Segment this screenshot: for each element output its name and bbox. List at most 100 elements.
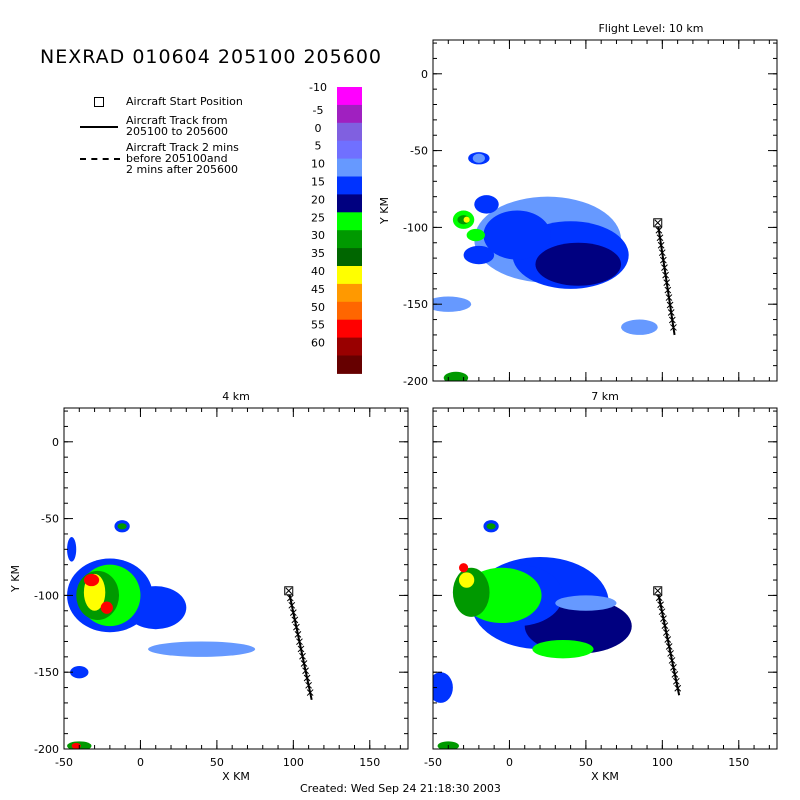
colorbar-tick-label: 45 [311, 283, 325, 296]
radar-echo [148, 641, 256, 657]
track-point-marker [670, 324, 677, 331]
colorbar-tick-label: 15 [311, 176, 325, 189]
track-point-marker [672, 677, 680, 685]
colorbar-swatch [337, 355, 362, 374]
track-point-marker [655, 594, 663, 602]
radar-echo [463, 245, 495, 265]
y-tick-label: 0 [52, 436, 59, 449]
panel-bottom-right: -50 0 50 100 150 7 km X KM [424, 390, 778, 783]
track-point-marker [662, 271, 669, 279]
radar-echo [83, 573, 100, 587]
track-point-marker [297, 645, 305, 653]
radar-echoes [433, 152, 658, 381]
colorbar-swatch [337, 230, 362, 249]
colorbar-tick-label: 30 [311, 229, 325, 242]
colorbar-swatch [337, 158, 362, 177]
x-tick-label: 0 [506, 756, 513, 769]
radar-echo [433, 296, 472, 312]
plot-frame [432, 407, 778, 750]
colorbar-tick-label: -5 [313, 104, 324, 117]
radar-echo [486, 523, 496, 530]
plot-frame [63, 407, 409, 750]
radar-echo [70, 666, 89, 679]
track-point-marker [300, 660, 308, 667]
x-tick-label: 100 [652, 756, 673, 769]
start-marker-icon [94, 97, 104, 107]
colorbar-swatch [337, 266, 362, 285]
colorbar-swatch [337, 319, 362, 339]
track-point-marker [302, 667, 309, 675]
y-tick-label: -150 [403, 298, 428, 311]
colorbar-tick-label: 55 [311, 319, 325, 332]
radar-echo [463, 216, 470, 223]
track-point-marker [658, 249, 666, 257]
colorbar-swatch [337, 140, 362, 160]
track-point-marker [666, 301, 674, 309]
panel-title: 4 km [222, 390, 250, 403]
x-axis-label: X KM [222, 770, 250, 783]
radar-echo [466, 228, 485, 242]
radar-echo [71, 742, 81, 749]
colorbar-tick-label: 20 [311, 193, 325, 206]
y-tick-label: -100 [403, 221, 428, 234]
aircraft-track-line [656, 590, 681, 696]
track-point-marker [658, 608, 666, 616]
track-point-marker [667, 309, 675, 316]
track-point-marker [291, 616, 299, 624]
track-point-marker [657, 601, 664, 609]
colorbar-tick-label: 50 [311, 301, 325, 314]
colorbar-swatch [337, 194, 362, 213]
colorbar-swatch [337, 104, 362, 124]
x-axis-label: X KM [591, 770, 619, 783]
aircraft-start-cross [654, 587, 662, 595]
y-tick-label: -200 [403, 375, 428, 388]
radar-echo [433, 672, 453, 703]
track-point-marker [299, 652, 306, 660]
radar-echo [535, 242, 622, 286]
colorbar-swatch [337, 248, 362, 267]
track-point-marker [305, 681, 312, 689]
radar-echoes [67, 520, 256, 749]
y-tick-label: -50 [41, 513, 59, 526]
panel-title: Flight Level: 10 km [598, 22, 703, 35]
y-tick-label: 0 [421, 68, 428, 81]
track-point-marker [656, 234, 664, 242]
y-tick-label: -50 [410, 145, 428, 158]
radar-echo [483, 210, 551, 260]
colorbar-swatch [337, 122, 362, 142]
aircraft-start-cross [654, 219, 662, 227]
track-point-marker [296, 638, 303, 646]
plot-frame [432, 39, 778, 382]
x-tick-label: -50 [424, 756, 442, 769]
dashed-track-icon [80, 158, 120, 160]
track-point-marker [667, 650, 674, 657]
panel-title: 7 km [591, 390, 619, 403]
aircraft-start-cross [285, 587, 293, 595]
main-title: NEXRAD 010604 205100 205600 [40, 46, 383, 68]
solid-track-icon [80, 126, 118, 128]
radar-echo [474, 195, 499, 214]
x-tick-label: 150 [359, 756, 380, 769]
track-point-marker [660, 615, 667, 622]
colorbar-swatch [337, 337, 362, 356]
x-tick-label: 0 [137, 756, 144, 769]
track-point-marker [293, 623, 300, 631]
aircraft-track-line [287, 590, 313, 701]
aircraft-track-line [656, 222, 676, 336]
track-point-marker [657, 241, 665, 249]
track-point-marker [664, 636, 672, 643]
colorbar-tick-label: 5 [315, 140, 322, 153]
track-point-marker [662, 629, 670, 636]
y-tick-label: -150 [34, 666, 59, 679]
track-point-marker [670, 664, 677, 671]
x-tick-label: -50 [55, 756, 73, 769]
track-point-marker [668, 657, 676, 664]
track-point-marker [286, 594, 294, 602]
radar-echo [100, 601, 113, 614]
legend-dash-label-1: Aircraft Track 2 mins [126, 141, 239, 154]
legend-dash-label-3: 2 mins after 205600 [126, 163, 238, 176]
colorbar-tick-label: 0 [315, 122, 322, 135]
colorbar-tick-label: -10 [309, 81, 327, 94]
track-point-marker [288, 601, 296, 609]
